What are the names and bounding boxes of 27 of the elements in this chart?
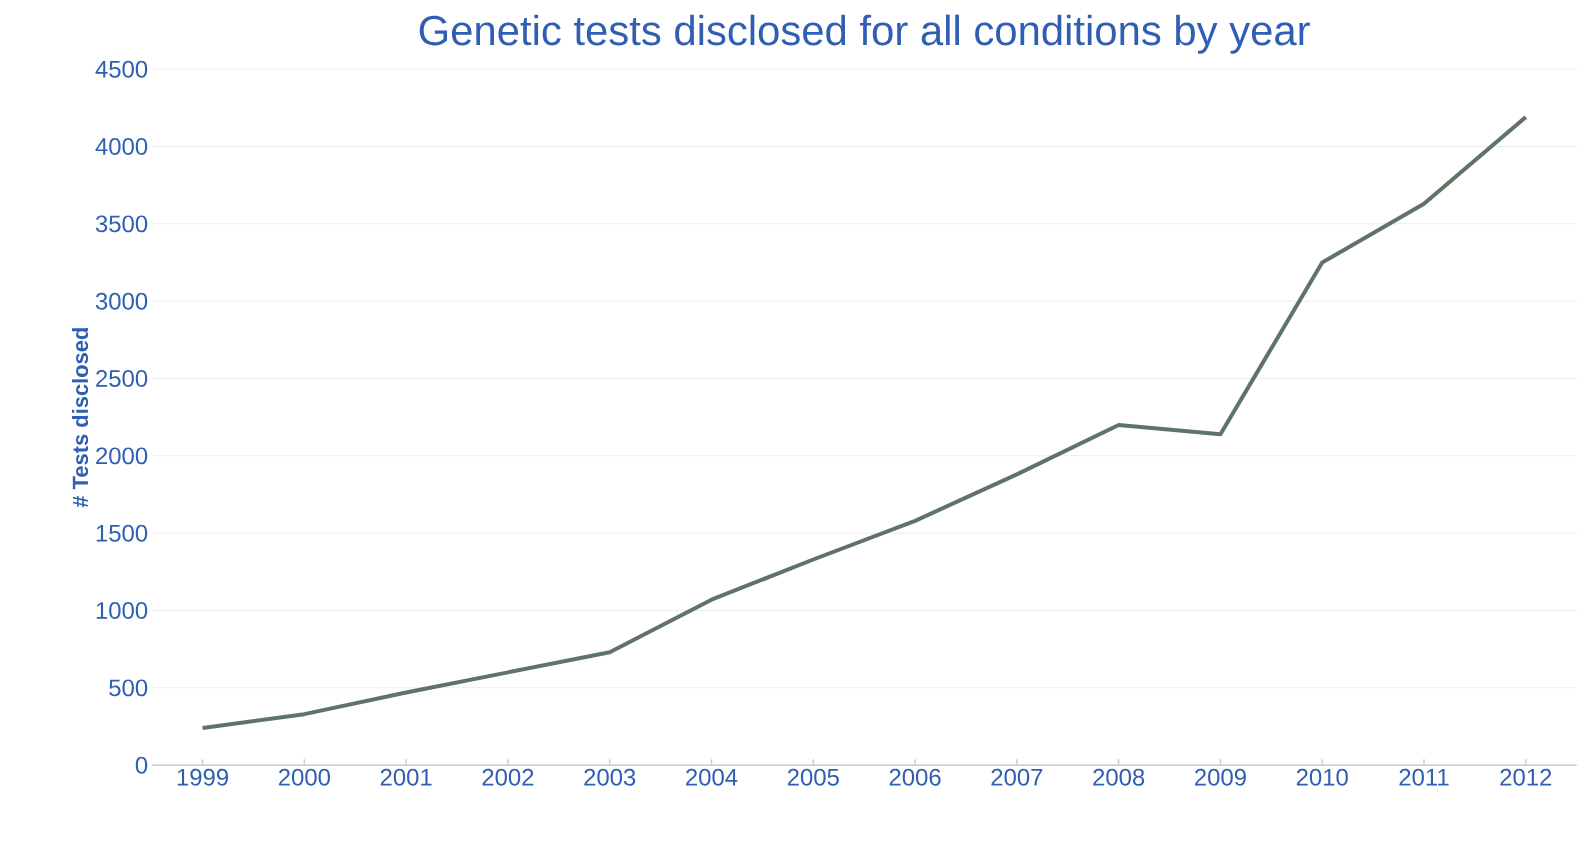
y-tick-label: 3000: [95, 292, 148, 310]
x-tick-label: 2006: [889, 768, 941, 786]
x-tick-label: 2007: [991, 768, 1043, 786]
x-tick-label: 1999: [177, 768, 228, 786]
x-tick-label: 2000: [278, 768, 330, 786]
line-series: [200, 115, 1528, 731]
y-tick-label: 1000: [96, 602, 148, 619]
y-axis-title: # Tests disclosed: [72, 328, 89, 508]
x-tick-label: 2005: [787, 768, 839, 786]
y-tick-label: 2000: [96, 447, 148, 465]
y-tick-label: 0: [135, 756, 148, 774]
x-tick-label: 2004: [686, 768, 738, 786]
x-tick-label: 2009: [1195, 768, 1246, 786]
y-tick-label: 2500: [96, 370, 148, 387]
y-tick-label: 3500: [95, 215, 148, 233]
x-tick-label: 2012: [1500, 768, 1552, 786]
x-tick-label: 2003: [584, 768, 636, 786]
x-tick-label: 2001: [380, 768, 432, 786]
chart-title: Genetic tests disclosed for all conditions by year: [419, 14, 1310, 54]
x-tick-label: 2011: [1399, 768, 1449, 786]
x-tick-label: 2010: [1296, 768, 1348, 786]
y-tick-label: 1500: [96, 524, 148, 542]
x-tick-label: 2002: [482, 768, 534, 786]
x-tick-label: 2008: [1093, 768, 1145, 786]
y-tick-label: 500: [109, 679, 148, 697]
y-tick-label: 4000: [95, 138, 148, 155]
y-tick-label: 4500: [95, 60, 148, 78]
